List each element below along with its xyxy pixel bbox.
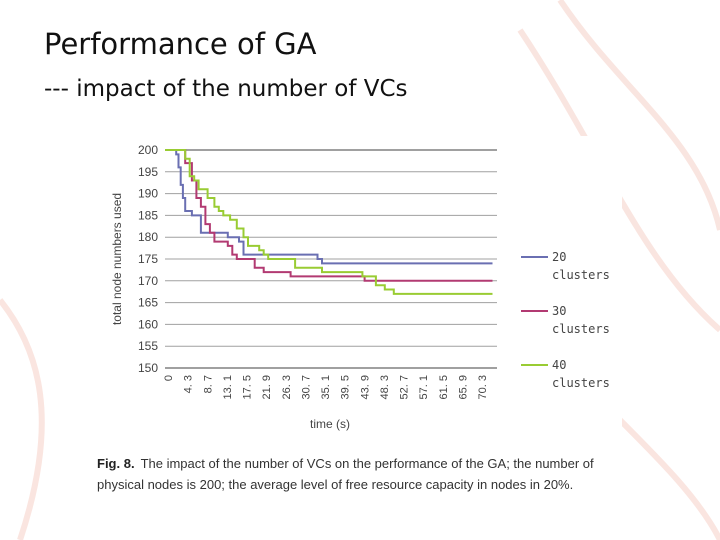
legend-label: clusters [552, 376, 610, 390]
legend-label: 30 [552, 304, 566, 318]
y-tick-label: 200 [138, 143, 158, 157]
x-tick-label: 57. 1 [418, 375, 430, 399]
y-tick-label: 175 [138, 252, 158, 266]
y-tick-label: 150 [138, 361, 158, 375]
x-tick-label: 8. 7 [202, 375, 214, 393]
x-axis-label: time (s) [310, 417, 350, 431]
x-tick-label: 17. 5 [242, 375, 254, 399]
x-tick-label: 4. 3 [183, 375, 195, 393]
y-tick-label: 170 [138, 274, 158, 288]
y-tick-label: 155 [138, 339, 158, 353]
x-tick-label: 21. 9 [261, 375, 273, 399]
series-line-30-clusters [165, 149, 493, 282]
y-tick-label: 160 [138, 317, 158, 331]
x-tick-label: 43. 9 [359, 375, 371, 399]
figure-caption-text: The impact of the number of VCs on the p… [97, 456, 594, 492]
dna-strand-left [0, 298, 45, 540]
series-line-40-clusters [165, 149, 493, 295]
x-tick-label: 39. 5 [340, 375, 352, 399]
series-line-20-clusters [165, 149, 493, 265]
x-tick-label: 65. 9 [457, 375, 469, 399]
y-tick-label: 195 [138, 165, 158, 179]
slide-title: Performance of GA [44, 27, 317, 61]
y-axis-label: total node numbers used [110, 193, 124, 325]
legend-label: clusters [552, 322, 610, 336]
legend-label: 40 [552, 358, 566, 372]
x-tick-label: 48. 3 [379, 375, 391, 399]
x-tick-label: 30. 7 [300, 375, 312, 399]
y-tick-label: 190 [138, 187, 158, 201]
dna-strand-right [557, 0, 720, 231]
figure-caption-label: Fig. 8. [97, 456, 135, 471]
figure-caption: Fig. 8. The impact of the number of VCs o… [97, 453, 637, 495]
x-tick-label: 52. 7 [399, 375, 411, 399]
x-tick-label: 70. 3 [477, 375, 489, 399]
figure-background [98, 136, 622, 436]
dna-strand-bottom [617, 417, 720, 540]
y-tick-label: 185 [138, 208, 158, 222]
y-tick-label: 165 [138, 296, 158, 310]
x-tick-label: 26. 3 [281, 375, 293, 399]
y-tick-label: 180 [138, 230, 158, 244]
x-tick-label: 13. 1 [222, 375, 234, 399]
legend-label: clusters [552, 268, 610, 282]
x-tick-label: 0 [163, 375, 175, 381]
x-tick-label: 35. 1 [320, 375, 332, 399]
caption-background [90, 448, 635, 498]
slide-subtitle: --- impact of the number of VCs [44, 76, 408, 102]
legend-label: 20 [552, 250, 566, 264]
x-tick-label: 61. 5 [438, 375, 450, 399]
